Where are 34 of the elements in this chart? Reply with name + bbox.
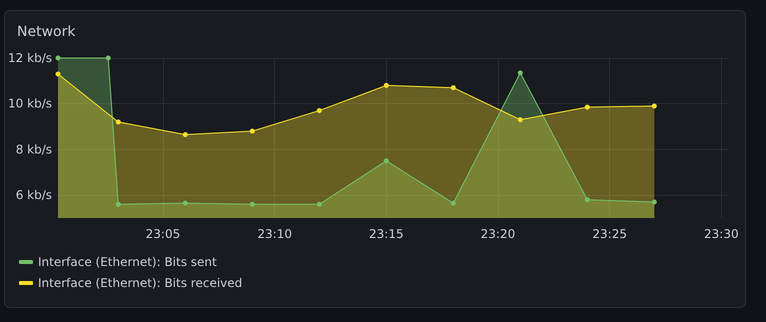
x-tick-label: 23:05 [146, 227, 180, 241]
y-tick-label: 10 kb/s [8, 96, 52, 111]
point [384, 82, 389, 88]
point [56, 72, 60, 76]
point [316, 202, 322, 207]
point [106, 56, 111, 60]
chart-title: Network [17, 24, 76, 40]
point [182, 200, 188, 206]
point [518, 70, 523, 76]
point [584, 104, 590, 110]
point [250, 128, 255, 134]
point [116, 202, 121, 207]
x-tick-label: 23:20 [480, 227, 516, 241]
point [250, 202, 255, 207]
point [116, 120, 121, 124]
x-tick-label: 23:15 [369, 227, 404, 241]
x-tick-label: 23:30 [704, 227, 739, 241]
point [182, 132, 188, 138]
point [56, 56, 60, 60]
legend-label: Interface (Ethernet): Bits received [38, 276, 242, 290]
x-tick-label: 23:10 [257, 227, 292, 241]
point [316, 108, 322, 114]
point [652, 104, 657, 108]
y-tick-label: 6 kb/s [16, 188, 52, 202]
point [584, 197, 590, 202]
point [450, 85, 456, 90]
point [450, 200, 456, 206]
y-tick-label: 8 kb/s [16, 142, 52, 156]
legend-label: Interface (Ethernet): Bits sent [38, 255, 218, 269]
point [384, 158, 389, 164]
x-tick-label: 23:25 [592, 227, 627, 241]
point [518, 117, 523, 122]
point [652, 200, 657, 204]
y-tick-label: 12 kb/s [8, 51, 52, 65]
